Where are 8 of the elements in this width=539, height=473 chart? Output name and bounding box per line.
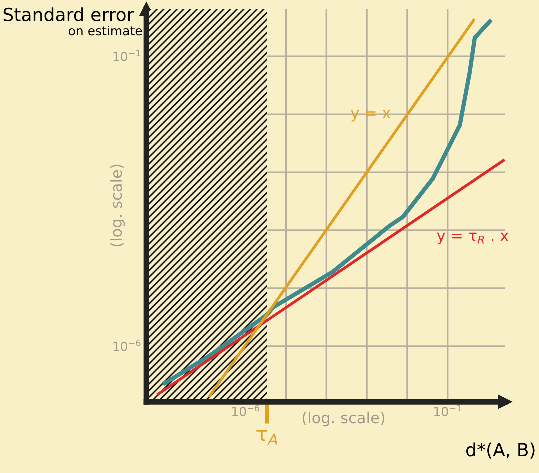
ref-line-label: τ$_{A}$: [256, 430, 278, 445]
text: on estimate: [68, 26, 142, 36]
series-label: y = x: [351, 110, 391, 122]
series-label: y = τ$_{R}$ . x: [437, 232, 509, 244]
y-axis-title: (log. scale): [110, 164, 126, 247]
chart-title: Standard error: [4, 8, 134, 22]
x-axis-title: (log. scale): [302, 412, 385, 427]
text: d*(A, B): [466, 442, 535, 459]
